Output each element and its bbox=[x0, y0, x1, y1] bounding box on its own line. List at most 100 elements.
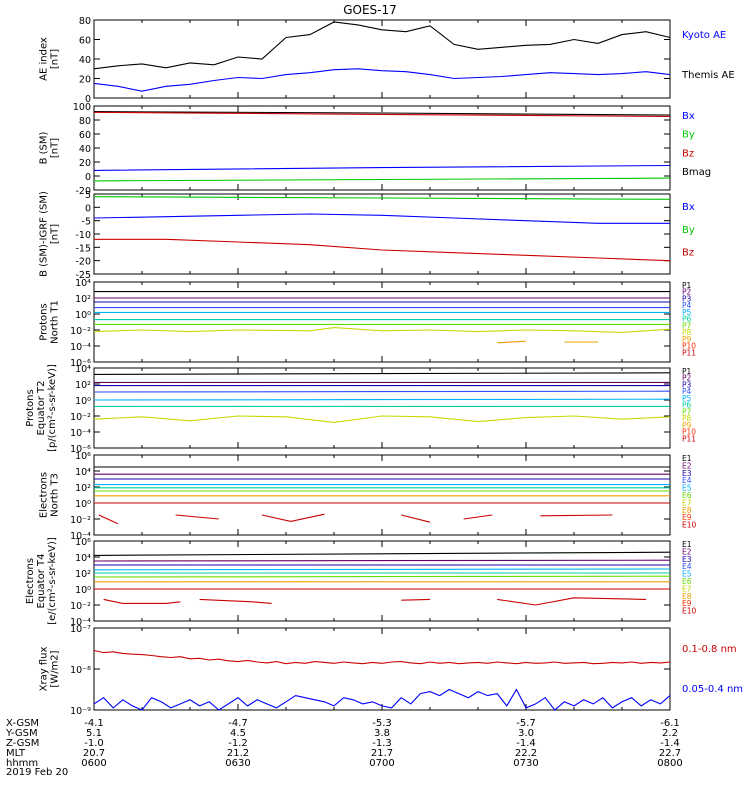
legend-e1: E1 bbox=[682, 540, 692, 549]
series-e4 bbox=[93, 568, 671, 571]
ephemeris-value: 2.2 bbox=[662, 728, 678, 739]
date-label: 2019 Feb 20 bbox=[6, 767, 68, 778]
y-axis-label: Electrons bbox=[25, 558, 36, 604]
y-tick-label: 10⁴ bbox=[75, 467, 91, 478]
y-tick-label: 80 bbox=[79, 116, 91, 127]
legend-e1: E1 bbox=[682, 454, 692, 463]
y-tick-label: 10⁰ bbox=[75, 396, 91, 407]
y-tick-label: 10⁻⁴ bbox=[70, 342, 91, 353]
ephemeris-value: 20.7 bbox=[83, 748, 105, 759]
ephemeris-value: -1.4 bbox=[660, 738, 680, 749]
legend-e7: E7 bbox=[682, 584, 692, 593]
series-e6 bbox=[93, 575, 671, 578]
legend-p3: P3 bbox=[682, 294, 692, 303]
y-tick-label: 10⁻² bbox=[70, 412, 91, 423]
y-tick-label: 60 bbox=[79, 36, 91, 47]
legend-e4: E4 bbox=[682, 562, 692, 571]
series-bx bbox=[93, 213, 670, 224]
y-tick-label: 10⁻² bbox=[70, 601, 91, 612]
series-0-1-0-8-nm bbox=[93, 649, 671, 665]
ephemeris-row-label: X-GSM bbox=[6, 718, 39, 729]
y-axis-label: Protons bbox=[25, 389, 36, 426]
y-tick-label: 10⁴ bbox=[75, 278, 91, 289]
legend-p11: P11 bbox=[682, 434, 696, 443]
legend-p8: P8 bbox=[682, 414, 692, 423]
y-tick-label: 10⁰ bbox=[75, 310, 91, 321]
y-tick-label: 10⁻⁴ bbox=[70, 531, 91, 542]
y-axis-label: [nT] bbox=[50, 49, 61, 69]
panel-frame bbox=[93, 367, 671, 449]
ephemeris-value: 0600 bbox=[81, 758, 106, 769]
panel-frame bbox=[93, 193, 671, 275]
ephemeris-value: 21.7 bbox=[371, 748, 393, 759]
y-tick-label: 10² bbox=[75, 483, 91, 494]
ephemeris-value: 4.5 bbox=[230, 728, 246, 739]
y-tick-label: 10⁻⁴ bbox=[70, 617, 91, 628]
y-tick-label: 10⁶ bbox=[75, 537, 91, 548]
legend-by: By bbox=[682, 225, 695, 236]
series-by bbox=[93, 177, 671, 182]
ephemeris-row-label: Y-GSM bbox=[5, 728, 38, 739]
legend-e3: E3 bbox=[682, 555, 692, 564]
panel-frame bbox=[93, 105, 671, 191]
series-bz bbox=[94, 238, 671, 262]
y-axis-label: Protons bbox=[39, 303, 50, 340]
y-axis-label: [e/(cm²-s-sr-keV)] bbox=[47, 537, 58, 625]
ephemeris-value: 22.2 bbox=[515, 748, 537, 759]
y-tick-label: 10⁻⁶ bbox=[70, 358, 91, 369]
y-tick-label: 100 bbox=[73, 102, 91, 113]
y-tick-label: 0 bbox=[85, 172, 91, 183]
panel-3: -25 -20 -15 -10 -5 0 5 B (SM)-IGRF (SM) [nT] Bx By… bbox=[39, 190, 695, 281]
y-tick-label: -5 bbox=[82, 217, 91, 228]
ephemeris-row-label: hhmm bbox=[6, 758, 38, 769]
ephemeris-value: 0800 bbox=[657, 758, 682, 769]
ephemeris-value: 0700 bbox=[369, 758, 394, 769]
ephemeris-value: -1.4 bbox=[516, 738, 536, 749]
legend-themis-ae: Themis AE bbox=[681, 70, 735, 81]
legend-p7: P7 bbox=[682, 407, 692, 416]
ephemeris-value: 22.7 bbox=[659, 748, 681, 759]
series-p4 bbox=[93, 390, 671, 393]
legend-bx: Bx bbox=[682, 202, 695, 213]
y-axis-label: North T3 bbox=[50, 473, 61, 517]
ephemeris-value: -5.3 bbox=[372, 718, 392, 729]
series-bmag bbox=[93, 111, 671, 116]
ephemeris-value: -4.1 bbox=[84, 718, 104, 729]
series-e10d bbox=[401, 514, 431, 523]
legend-bmag: Bmag bbox=[682, 167, 711, 178]
y-tick-label: 5 bbox=[85, 190, 91, 201]
series-0-05-0-4-nm bbox=[93, 688, 671, 711]
ephemeris-value: 0730 bbox=[513, 758, 538, 769]
y-tick-label: 10⁶ bbox=[75, 451, 91, 462]
y-tick-label: 40 bbox=[79, 55, 91, 66]
y-tick-label: 0 bbox=[85, 94, 91, 105]
y-axis-label: [W/m2] bbox=[50, 650, 61, 687]
legend-p5: P5 bbox=[682, 394, 692, 403]
series-e10c bbox=[261, 513, 325, 522]
legend-e10: E10 bbox=[682, 607, 697, 616]
legend-e2: E2 bbox=[682, 547, 692, 556]
panel-1: 0 20 40 60 80 AE index [nT] Kyoto AE Themis AE bbox=[39, 16, 735, 105]
series-p5 bbox=[93, 398, 671, 401]
legend-e6: E6 bbox=[682, 577, 692, 586]
series-e10e bbox=[463, 514, 493, 520]
legend-p9: P9 bbox=[682, 335, 692, 344]
y-tick-label: 10⁻² bbox=[70, 515, 91, 526]
legend-p3: P3 bbox=[682, 380, 692, 389]
y-axis-label: [p/(cm²-s-sr-keV)] bbox=[47, 364, 58, 452]
legend-e10: E10 bbox=[682, 521, 697, 530]
y-tick-label: 10⁻⁹ bbox=[70, 706, 91, 717]
legend-e6: E6 bbox=[682, 491, 692, 500]
plot-title: GOES-17 bbox=[343, 3, 397, 17]
panel-5: 10⁻⁶ 10⁻⁴ 10⁻² 10⁰ 10² 10⁴ Protons Equator T2 [p… bbox=[25, 364, 696, 455]
series-e10f bbox=[540, 514, 613, 517]
panel-8: 10⁻⁹ 10⁻⁸ 10⁻⁷ Xray flux [W/m2] 0.1-0.8 nm 0.0… bbox=[39, 624, 744, 717]
legend-p1: P1 bbox=[682, 367, 692, 376]
y-tick-label: 60 bbox=[79, 130, 91, 141]
y-tick-label: 40 bbox=[79, 144, 91, 155]
legend-p4: P4 bbox=[682, 387, 692, 396]
y-axis-label: Equator T4 bbox=[36, 554, 47, 609]
y-tick-label: -10 bbox=[75, 230, 91, 241]
